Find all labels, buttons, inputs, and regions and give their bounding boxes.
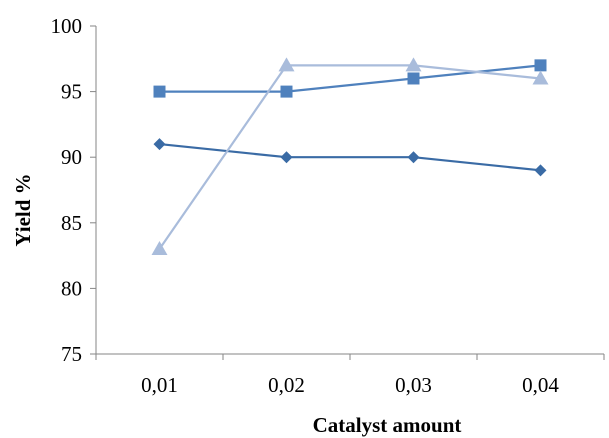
data-point-diamond — [407, 151, 420, 164]
series-1 — [153, 138, 547, 177]
x-tick-label: 0,03 — [395, 373, 432, 397]
x-axis-title: Catalyst amount — [313, 413, 462, 437]
data-point-square — [407, 72, 420, 85]
data-point-diamond — [534, 164, 547, 177]
series-3 — [151, 57, 549, 256]
data-point-diamond — [153, 138, 166, 151]
y-tick-label: 75 — [61, 342, 82, 366]
data-point-triangle — [405, 57, 422, 72]
data-point-triangle — [532, 70, 549, 85]
data-point-square — [534, 59, 547, 72]
series-line — [159, 142, 541, 172]
y-tick-label: 95 — [61, 80, 82, 104]
data-point-diamond — [280, 151, 293, 164]
x-tick-label: 0,02 — [268, 373, 305, 397]
axes: 75 80 85 90 95 100 0,01 0,02 0,03 0,04 — [51, 14, 605, 397]
y-tick-label: 100 — [51, 14, 83, 38]
data-point-triangle — [278, 57, 295, 72]
data-point-square — [280, 85, 293, 98]
x-tick-label: 0,04 — [522, 373, 559, 397]
x-tick-label: 0,01 — [141, 373, 178, 397]
data-point-triangle — [151, 241, 168, 256]
series-layer — [151, 57, 549, 256]
y-tick-label: 80 — [61, 276, 82, 300]
y-axis-title: Yield % — [11, 173, 35, 246]
data-point-square — [153, 85, 166, 98]
y-tick-label: 85 — [61, 211, 82, 235]
series-line — [158, 64, 541, 250]
series-line — [159, 64, 541, 93]
y-tick-label: 90 — [61, 145, 82, 169]
